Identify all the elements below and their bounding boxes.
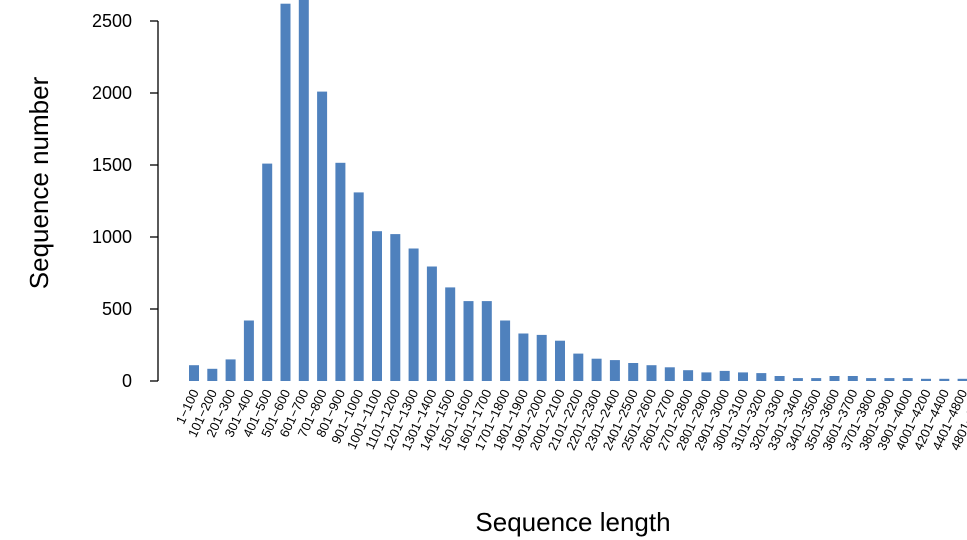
bar [884, 378, 895, 381]
x-axis-title: Sequence length [475, 507, 670, 537]
bar-series [189, 0, 967, 381]
bar [664, 367, 675, 381]
bar [792, 378, 803, 381]
bar [921, 378, 931, 381]
bar [225, 359, 236, 381]
bar [262, 163, 273, 381]
bar [646, 365, 657, 381]
bar [298, 0, 309, 381]
bar [445, 287, 456, 381]
bar [902, 378, 913, 381]
bar [317, 91, 328, 381]
y-tick-label: 500 [102, 299, 132, 319]
y-tick-label: 2500 [92, 11, 132, 31]
bar [847, 376, 858, 381]
bar [408, 248, 419, 381]
bar [811, 378, 822, 381]
bar [189, 365, 199, 381]
y-tick-label: 2000 [92, 83, 132, 103]
bar [756, 373, 767, 381]
bar [500, 320, 511, 381]
bar [335, 162, 346, 381]
bar [683, 370, 694, 381]
bar [628, 363, 639, 381]
bar [426, 266, 437, 381]
bar [738, 372, 748, 381]
bar [939, 378, 950, 381]
bar [609, 360, 620, 381]
bar [591, 358, 602, 381]
bar [243, 320, 254, 381]
bar [463, 301, 474, 381]
bar [555, 340, 565, 381]
bar [481, 301, 492, 381]
bar [573, 353, 584, 381]
bar [536, 334, 547, 381]
y-tick-label: 0 [122, 371, 132, 391]
bar [774, 376, 785, 381]
bar [829, 376, 840, 381]
y-axis-title: Sequence number [24, 76, 54, 289]
bar [866, 378, 877, 381]
bar [353, 192, 364, 381]
bar [719, 370, 730, 381]
x-axis: 1−100101−200201−300301−400401−500501−600… [173, 387, 967, 453]
bar [518, 333, 529, 381]
y-axis: 0 500 1000 1500 2000 2500 [92, 11, 159, 391]
bar [280, 3, 291, 381]
bar [701, 372, 712, 381]
y-tick-label: 1000 [92, 227, 132, 247]
bar [207, 368, 218, 381]
bar [957, 378, 967, 381]
bar [372, 231, 382, 381]
y-tick-label: 1500 [92, 155, 132, 175]
bar [390, 234, 401, 381]
